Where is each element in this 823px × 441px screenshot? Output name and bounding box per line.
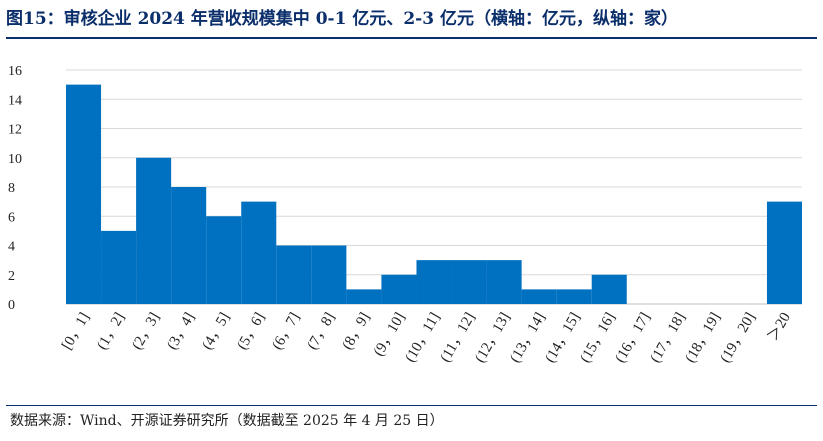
x-tick-label: (8，9]	[340, 310, 374, 353]
x-tick-label: (7，8]	[304, 310, 338, 353]
x-tick-label: (2，3]	[129, 310, 163, 353]
y-tick-label: 8	[8, 181, 15, 196]
y-tick-label: 16	[8, 64, 22, 79]
y-tick-label: 2	[8, 269, 15, 284]
y-tick-label: 6	[8, 210, 15, 225]
bar	[276, 245, 312, 304]
y-tick-label: 10	[8, 152, 22, 167]
x-axis-ticks: [0，1] (1，2] (2，3] (3，4] (4，5] (5，6] (6，7] (7，8]…	[59, 310, 794, 366]
bar	[556, 289, 592, 304]
bar	[206, 216, 242, 304]
bars	[66, 84, 802, 304]
footer-divider	[6, 405, 817, 406]
x-tick-label: (19，20]	[718, 310, 759, 366]
bar	[241, 201, 277, 304]
x-tick-label: (1，2]	[94, 310, 128, 353]
bar	[311, 245, 347, 304]
x-tick-label: (6，7]	[269, 310, 303, 353]
bar	[101, 230, 137, 304]
y-tick-label: 4	[8, 240, 15, 255]
bar	[381, 274, 417, 304]
y-tick-label: 12	[8, 123, 22, 138]
bar	[136, 157, 172, 304]
bar	[486, 260, 522, 304]
source-note: 数据来源：Wind、开源证券研究所（数据截至 2025 年 4 月 25 日）	[10, 413, 444, 429]
y-tick-label: 0	[8, 298, 15, 313]
y-tick-label: 14	[8, 93, 22, 108]
bar	[451, 260, 487, 304]
bar	[521, 289, 557, 304]
bar	[591, 274, 627, 304]
x-tick-label: (3，4]	[164, 310, 198, 353]
bar	[171, 187, 207, 304]
bar	[766, 201, 802, 304]
bar	[346, 289, 382, 304]
bar	[66, 84, 102, 304]
title-divider	[6, 37, 817, 39]
x-tick-label: (5，6]	[234, 310, 268, 353]
y-axis-ticks: 0 2 4 6 8 10 12 14 16	[8, 64, 22, 313]
chart-title: 图15：审核企业 2024 年营收规模集中 0-1 亿元、2-3 亿元（横轴：亿…	[6, 9, 678, 29]
x-tick-label: [0，1]	[59, 310, 93, 353]
bar	[416, 260, 452, 304]
x-tick-label: ＞20	[765, 310, 794, 344]
x-tick-label: (4，5]	[199, 310, 233, 353]
x-tick-label: (9，10]	[371, 310, 409, 359]
